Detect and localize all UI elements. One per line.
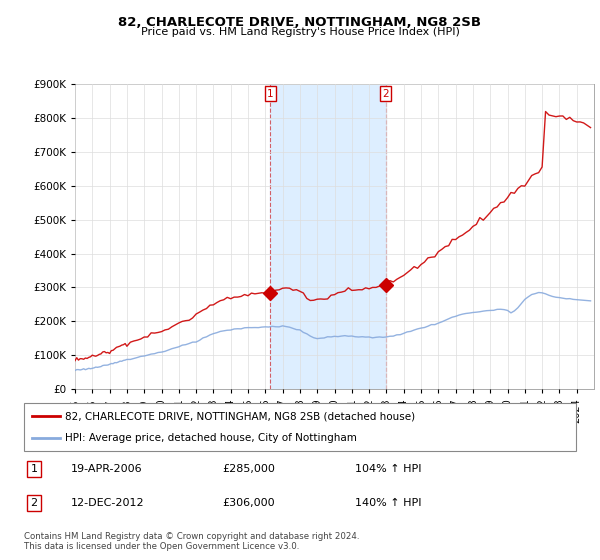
Text: HPI: Average price, detached house, City of Nottingham: HPI: Average price, detached house, City… bbox=[65, 433, 357, 443]
Text: 1: 1 bbox=[267, 88, 274, 99]
Text: Contains HM Land Registry data © Crown copyright and database right 2024.
This d: Contains HM Land Registry data © Crown c… bbox=[24, 532, 359, 552]
Text: £285,000: £285,000 bbox=[223, 464, 275, 474]
Text: 104% ↑ HPI: 104% ↑ HPI bbox=[355, 464, 422, 474]
Text: £306,000: £306,000 bbox=[223, 498, 275, 508]
Text: 82, CHARLECOTE DRIVE, NOTTINGHAM, NG8 2SB (detached house): 82, CHARLECOTE DRIVE, NOTTINGHAM, NG8 2S… bbox=[65, 411, 416, 421]
Text: 19-APR-2006: 19-APR-2006 bbox=[71, 464, 143, 474]
Text: 140% ↑ HPI: 140% ↑ HPI bbox=[355, 498, 422, 508]
Text: 2: 2 bbox=[382, 88, 389, 99]
Text: 12-DEC-2012: 12-DEC-2012 bbox=[71, 498, 145, 508]
Text: 82, CHARLECOTE DRIVE, NOTTINGHAM, NG8 2SB: 82, CHARLECOTE DRIVE, NOTTINGHAM, NG8 2S… bbox=[119, 16, 482, 29]
Text: Price paid vs. HM Land Registry's House Price Index (HPI): Price paid vs. HM Land Registry's House … bbox=[140, 27, 460, 37]
Text: 2: 2 bbox=[31, 498, 37, 508]
Text: 1: 1 bbox=[31, 464, 37, 474]
Bar bbox=[271, 84, 386, 389]
